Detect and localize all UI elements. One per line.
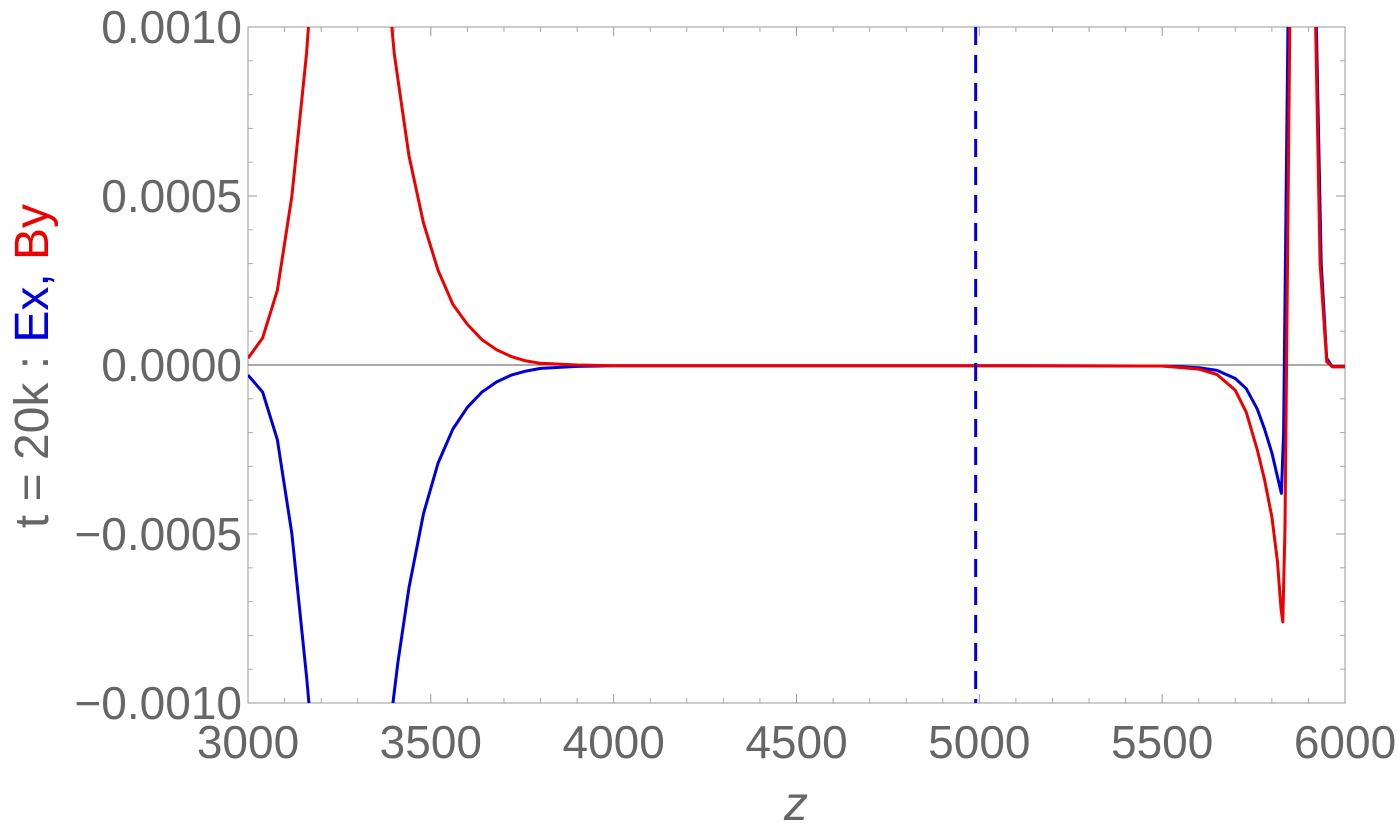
y-axis-title-by: By: [6, 204, 59, 260]
x-tick-label: 4000: [562, 716, 664, 768]
y-axis-title-prefix: t = 20k :: [6, 343, 59, 528]
y-tick-label: 0.0010: [101, 1, 242, 53]
y-tick-label: 0.0005: [101, 170, 242, 222]
y-axis-title-ex: Ex: [6, 287, 59, 343]
series-line-by: [248, 27, 1345, 624]
x-tick-label: 6000: [1294, 716, 1396, 768]
x-tick-label: 5500: [1111, 716, 1213, 768]
y-tick-label: −0.0010: [74, 677, 242, 729]
plot-area: [248, 27, 1345, 703]
x-tick-label: 3500: [380, 716, 482, 768]
x-tick-label: 5000: [928, 716, 1030, 768]
tick-marks: [247, 26, 1346, 704]
tick-labels: 3000 3500 4000 4500 5000 5500 6000 0.0010 0.0005…: [74, 1, 1396, 768]
y-axis-title: t = 20k : Ex, By: [6, 204, 59, 528]
y-tick-label: −0.0005: [74, 508, 242, 560]
y-axis-title-sep: ,: [6, 260, 59, 287]
x-tick-label: 4500: [745, 716, 847, 768]
x-tick-label: 3000: [197, 716, 299, 768]
y-tick-label: 0.0000: [101, 339, 242, 391]
x-axis-title: z: [783, 778, 808, 831]
